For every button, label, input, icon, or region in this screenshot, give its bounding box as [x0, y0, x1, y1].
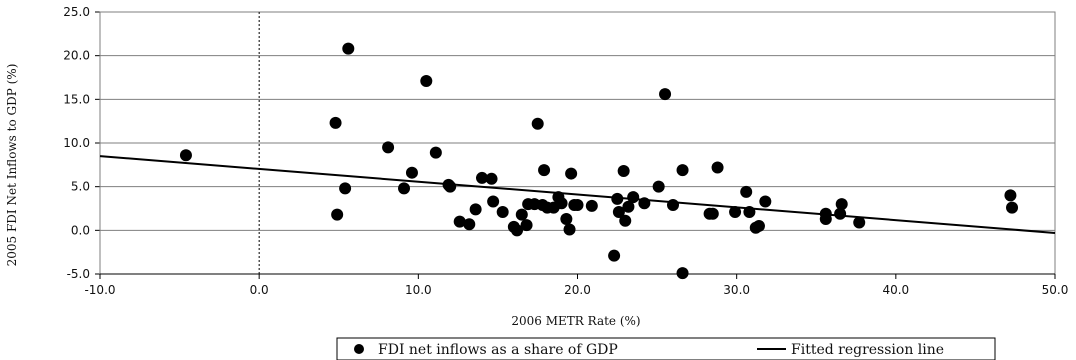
- scatter-point: [585, 199, 598, 212]
- scatter-point: [667, 199, 679, 212]
- x-tick-label: 50.0: [1042, 283, 1069, 297]
- x-tick-label: -10.0: [84, 283, 115, 297]
- x-tick-label: 40.0: [882, 283, 909, 297]
- y-tick-label: 10.0: [63, 136, 90, 150]
- legend: FDI net inflows as a share of GDP Fitted…: [336, 337, 996, 360]
- y-tick-label: 20.0: [63, 49, 90, 63]
- scatter-point: [453, 215, 466, 228]
- scatter-point: [729, 205, 742, 218]
- scatter-point: [611, 192, 624, 205]
- scatter-point: [398, 182, 411, 195]
- scatter-point: [835, 198, 848, 211]
- y-tick-label: 15.0: [63, 92, 90, 106]
- scatter-point: [659, 88, 672, 101]
- legend-marker-scatter: [354, 344, 364, 354]
- scatter-point: [819, 212, 832, 225]
- scatter-point: [382, 141, 395, 154]
- scatter-point: [1004, 189, 1017, 202]
- tick-labels: -5.0 0.0 5.0 10.0 15.0 20.0 25.0 -10.0 0.0 10.0 20…: [63, 5, 1068, 297]
- scatter-point: [429, 146, 442, 159]
- scatter-point: [617, 164, 630, 177]
- scatter-point: [342, 42, 355, 55]
- scatter-point: [743, 205, 756, 218]
- scatter-point: [853, 216, 866, 229]
- scatter-point: [179, 149, 192, 162]
- scatter-point: [531, 117, 544, 130]
- x-tick-label: 10.0: [405, 283, 432, 297]
- scatter-point: [520, 219, 533, 232]
- scatter-point: [676, 267, 689, 280]
- scatter-point: [565, 167, 578, 180]
- y-tick-label: 25.0: [63, 5, 90, 19]
- scatter-point: [485, 172, 498, 185]
- scatter-point: [706, 207, 719, 220]
- y-tick-label: 5.0: [71, 180, 90, 194]
- scatter-point: [711, 161, 724, 174]
- x-axis-title: 2006 METR Rate (%): [511, 314, 640, 328]
- scatter-point: [834, 207, 847, 220]
- scatter-point: [511, 224, 524, 237]
- legend-box: [336, 337, 996, 360]
- scatter-point: [652, 180, 665, 193]
- scatter-point: [619, 214, 632, 227]
- scatter-point: [759, 195, 772, 208]
- x-tick-label: 0.0: [250, 283, 269, 297]
- scatter-point: [622, 200, 635, 213]
- scatter-point: [405, 166, 418, 179]
- plot-frame: [95, 11, 1056, 279]
- scatter-point: [329, 116, 342, 129]
- scatter-point: [608, 249, 621, 262]
- scatter-point: [560, 212, 573, 225]
- scatter-point: [444, 180, 457, 193]
- scatter-point: [339, 182, 352, 195]
- scatter-point: [571, 199, 584, 212]
- scatter-point: [476, 171, 488, 184]
- legend-label-line: Fitted regression line: [791, 342, 944, 358]
- y-axis-title: 2005 FDI Net Inflows to GDP (%): [5, 64, 19, 267]
- scatter-point: [496, 205, 509, 218]
- x-tick-label: 20.0: [564, 283, 591, 297]
- x-tick-label: 30.0: [723, 283, 750, 297]
- regression-layer: [99, 155, 1056, 234]
- legend-label-scatter: FDI net inflows as a share of GDP: [378, 342, 618, 358]
- scatter-point: [612, 205, 625, 218]
- scatter-point: [515, 208, 528, 221]
- scatter-point: [331, 208, 344, 221]
- scatter-point: [740, 185, 753, 198]
- y-tick-label: -5.0: [67, 267, 90, 281]
- scatter-point: [420, 74, 433, 87]
- regression-line: [99, 155, 1056, 234]
- scatter-point: [752, 219, 765, 232]
- scatter-point: [1006, 201, 1019, 214]
- scatter-point: [555, 197, 568, 210]
- scatter-point: [627, 191, 640, 204]
- scatter-point: [538, 164, 551, 177]
- y-tick-label: 0.0: [71, 223, 90, 237]
- scatter-point: [487, 195, 500, 208]
- scatter-point: [638, 197, 651, 210]
- scatter-point: [563, 223, 576, 236]
- data-points: [179, 42, 1019, 280]
- scatter-point: [463, 218, 476, 231]
- scatter-point: [676, 164, 689, 177]
- scatter-point: [469, 203, 482, 216]
